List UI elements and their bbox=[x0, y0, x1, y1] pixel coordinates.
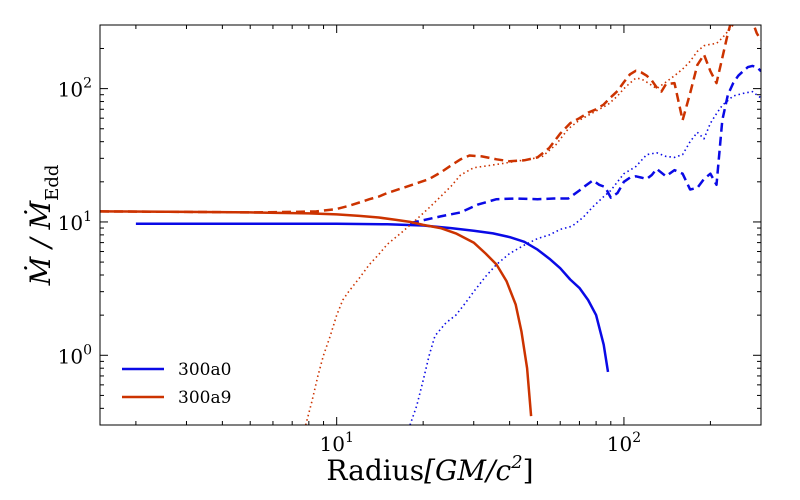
plot-frame bbox=[99, 24, 762, 426]
series-line-300a0-dotted bbox=[409, 90, 761, 425]
y-tick-label: 102 bbox=[58, 76, 92, 102]
legend: 300a0 300a9 bbox=[122, 360, 231, 408]
series-group bbox=[100, 25, 761, 425]
series-line-300a9-solid bbox=[100, 210, 533, 417]
x-tick-label: 101 bbox=[319, 430, 353, 456]
series-line-300a9-dashed bbox=[100, 25, 761, 214]
series-line-300a9-dotted bbox=[304, 25, 735, 425]
series-line-300a0-dashed bbox=[409, 64, 761, 225]
y-axis-label: Ṁ / ṀEdd bbox=[24, 165, 63, 287]
series-line-300a0-solid bbox=[135, 222, 610, 373]
x-axis-label: Radius[GM/c2] bbox=[326, 452, 533, 487]
y-tick-label: 101 bbox=[58, 209, 92, 235]
legend-label-300a9: 300a9 bbox=[178, 388, 231, 408]
x-tick-label: 102 bbox=[607, 430, 641, 456]
y-tick-label: 100 bbox=[58, 342, 92, 368]
legend-label-300a0: 300a0 bbox=[178, 360, 231, 380]
ticks-group: 101 102 100 101 102 bbox=[58, 24, 762, 456]
